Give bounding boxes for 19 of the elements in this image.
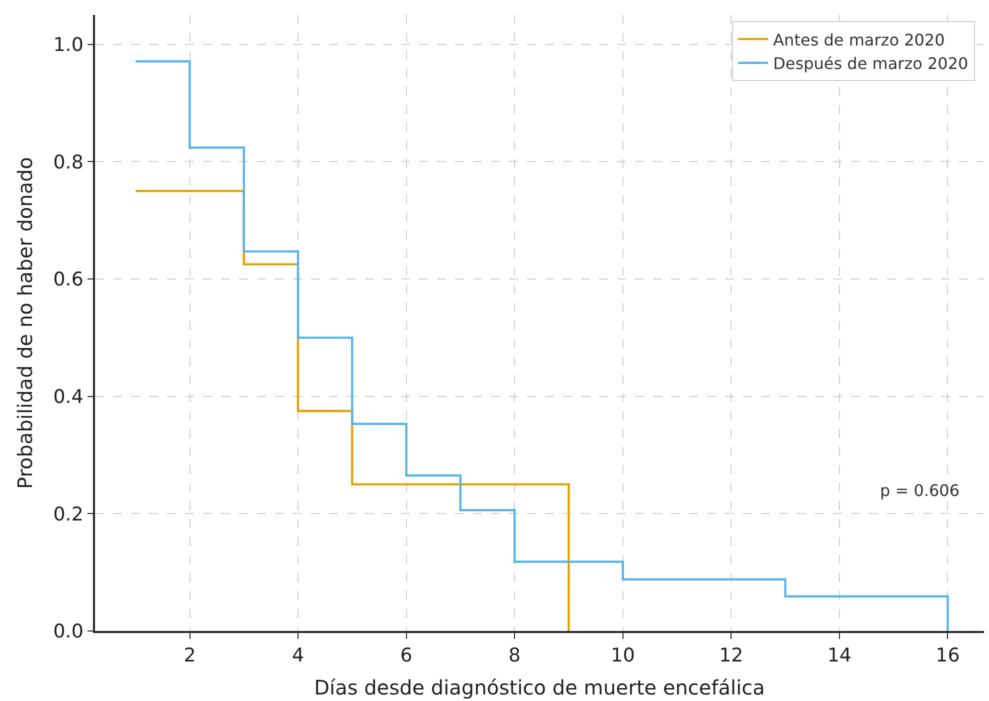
y-tick-label: 0.6 <box>53 268 84 291</box>
y-tick-label: 0.4 <box>53 386 84 408</box>
x-tick-label: 6 <box>400 644 412 667</box>
y-tick-label: 0.8 <box>53 151 84 174</box>
x-tick-label: 4 <box>292 644 304 667</box>
y-tick-label: 0.2 <box>53 503 84 526</box>
y-tick-label: 0.0 <box>53 620 84 643</box>
x-axis-title: Días desde diagnóstico de muerte encefálica <box>314 676 765 700</box>
y-axis-title: Probabilidad de no haber donado <box>13 157 38 489</box>
y-tick-label: 1.0 <box>53 34 84 56</box>
x-tick-label: 10 <box>610 644 635 667</box>
annotation: p = 0.606 <box>880 481 960 500</box>
x-tick-label: 12 <box>719 644 744 667</box>
legend-label: Antes de marzo 2020 <box>773 30 945 50</box>
legend-label: Después de marzo 2020 <box>773 54 968 74</box>
x-tick-label: 14 <box>827 644 852 667</box>
x-tick-label: 2 <box>184 644 196 667</box>
x-tick-label: 8 <box>508 644 521 667</box>
x-tick-label: 16 <box>936 644 960 667</box>
